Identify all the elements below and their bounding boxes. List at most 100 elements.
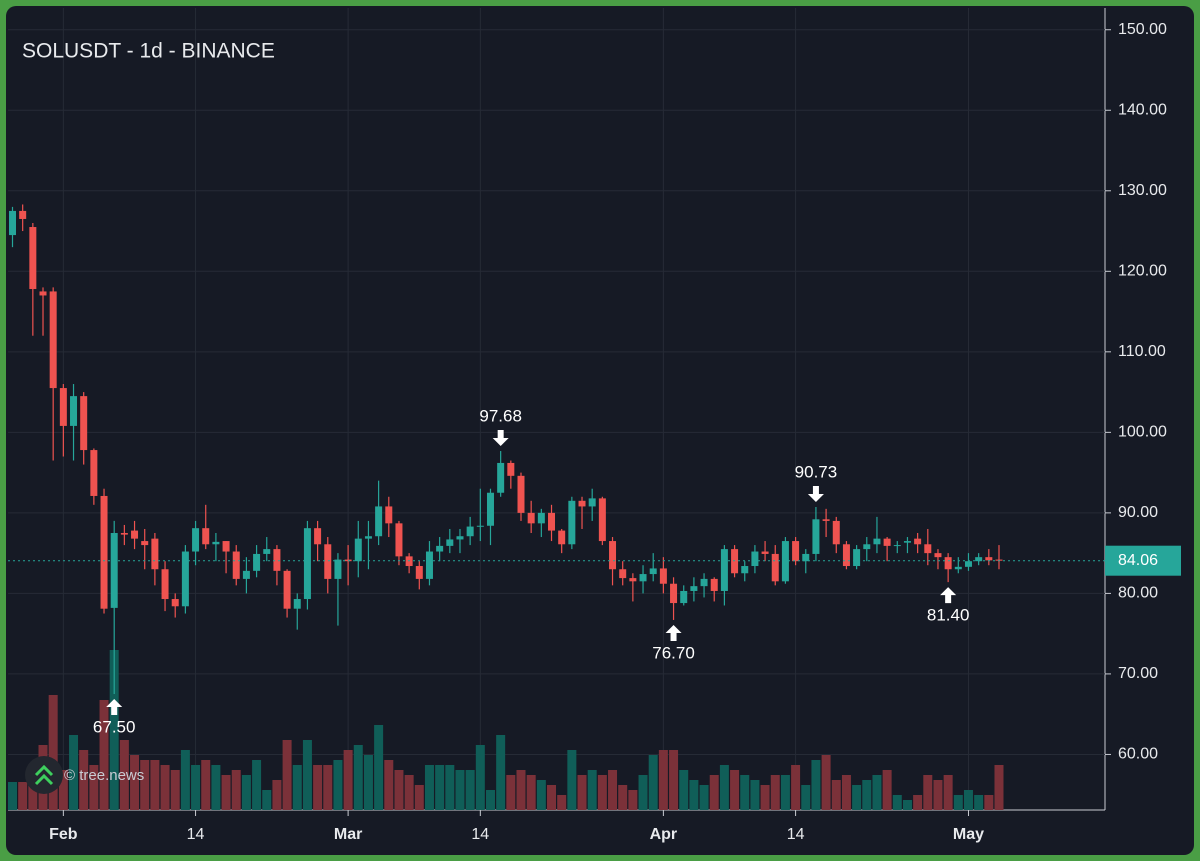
volume-bar xyxy=(109,650,119,810)
volume-bar xyxy=(638,775,648,810)
volume-bar xyxy=(852,785,862,810)
volume-bar xyxy=(292,765,302,810)
candle-body xyxy=(893,545,901,547)
candle-body xyxy=(812,519,820,554)
annotation-layer: 97.68 90.73 67.50 76.70 81.40 xyxy=(8,407,1105,737)
candle-body xyxy=(863,544,871,550)
candle-body xyxy=(232,551,240,579)
logo-icon xyxy=(34,764,54,786)
extreme-arrow xyxy=(940,587,957,604)
volume-bar xyxy=(465,770,475,810)
candle-body xyxy=(964,561,972,567)
volume-bar xyxy=(913,795,923,810)
volume-bar xyxy=(892,795,902,810)
candle-body xyxy=(273,549,281,571)
last-price-label: 84.06 xyxy=(1118,552,1158,569)
volume-bar xyxy=(241,775,251,810)
y-tick-label: 100.00 xyxy=(1118,424,1167,441)
volume-bar xyxy=(963,790,973,810)
candle-body xyxy=(710,578,718,591)
candle-body xyxy=(415,566,423,579)
volume-bar xyxy=(974,795,984,810)
volume-bar xyxy=(353,745,363,810)
candle-body xyxy=(914,538,922,545)
candle-body xyxy=(39,291,47,296)
volume-bar xyxy=(780,775,790,810)
axis-layer: 60.00 70.00 80.00 90.00 100.00 110.00 120.00 13… xyxy=(49,21,1181,843)
volume-bar xyxy=(211,765,221,810)
volume-bar xyxy=(648,755,658,810)
volume-bar xyxy=(608,770,618,810)
candle-body xyxy=(192,528,200,552)
candle-body xyxy=(954,566,962,570)
volume-bar xyxy=(923,775,933,810)
volume-bar xyxy=(140,760,150,810)
volume-bar xyxy=(740,775,750,810)
volume-bar xyxy=(99,700,109,810)
volume-bar xyxy=(221,775,231,810)
candle-body xyxy=(649,568,657,575)
volume-bar xyxy=(902,800,912,810)
chart-title: SOLUSDT - 1d - BINANCE xyxy=(22,40,275,63)
volume-bar xyxy=(557,795,567,810)
candle-body xyxy=(456,536,464,540)
candle-body xyxy=(751,551,759,567)
volume-bar xyxy=(719,765,729,810)
candle-body xyxy=(212,541,220,545)
extreme-arrow xyxy=(106,699,123,716)
volume-bar xyxy=(160,765,170,810)
extreme-label: 76.70 xyxy=(652,643,695,662)
candle-layer xyxy=(9,204,1003,695)
y-tick-label: 110.00 xyxy=(1118,343,1166,360)
candle-body xyxy=(822,519,830,521)
volume-bar xyxy=(577,775,587,810)
candle-body xyxy=(283,570,291,609)
volume-bar xyxy=(699,785,709,810)
candle-body xyxy=(761,551,769,554)
candle-body xyxy=(59,388,67,426)
volume-bar xyxy=(984,795,994,810)
extreme-label: 90.73 xyxy=(795,462,838,481)
candle-body xyxy=(802,553,810,562)
volume-bar xyxy=(821,755,831,810)
x-tick-label: Feb xyxy=(49,826,78,843)
volume-bar xyxy=(587,770,597,810)
volume-bar xyxy=(191,765,201,810)
volume-bar xyxy=(709,775,719,810)
volume-bar xyxy=(547,785,557,810)
volume-bar xyxy=(414,785,424,810)
candle-body xyxy=(741,566,749,574)
extreme-arrow xyxy=(807,485,824,502)
chart-background xyxy=(6,6,1194,855)
candle-body xyxy=(9,210,16,236)
volume-bar xyxy=(302,740,312,810)
last-price-tag xyxy=(1105,545,1181,576)
candle-body xyxy=(80,396,88,451)
volume-bar xyxy=(689,780,699,810)
extreme-label: 97.68 xyxy=(479,407,522,426)
volume-layer xyxy=(8,650,1004,810)
candle-body xyxy=(903,541,911,543)
volume-bar xyxy=(943,775,953,810)
candle-body xyxy=(151,538,159,570)
volume-bar xyxy=(58,770,68,810)
volume-bar xyxy=(48,695,58,810)
volume-bar xyxy=(282,740,292,810)
volume-bar xyxy=(18,782,28,810)
candle-body xyxy=(659,568,667,584)
volume-bar xyxy=(597,775,607,810)
extreme-arrow xyxy=(665,624,682,641)
candle-body xyxy=(527,512,535,524)
candle-body xyxy=(375,506,383,537)
volume-bar xyxy=(933,780,943,810)
candle-body xyxy=(70,396,78,426)
volume-bar xyxy=(333,760,343,810)
volume-bar xyxy=(618,785,628,810)
candle-body xyxy=(629,578,637,582)
candle-body xyxy=(364,536,372,539)
candle-body xyxy=(975,557,983,562)
candle-body xyxy=(242,570,250,579)
volume-bar xyxy=(180,750,190,810)
extreme-arrow xyxy=(492,430,509,447)
extreme-label: 67.50 xyxy=(93,718,136,737)
